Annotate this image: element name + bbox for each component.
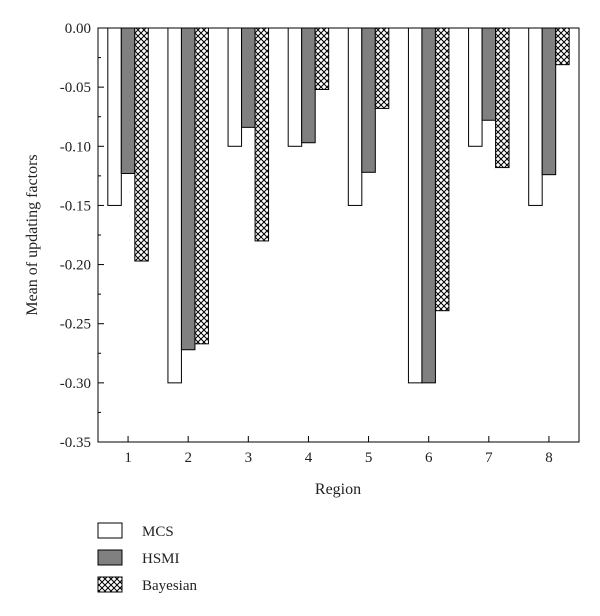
x-tick-label: 8 (545, 450, 553, 466)
bar-bayesian-region-3 (254, 27, 270, 242)
bar-mcs-region-5 (347, 27, 363, 206)
bar-bayesian-region-4 (314, 27, 330, 91)
legend-swatch-bayesian (97, 576, 123, 593)
bar-mcs-region-8 (528, 27, 543, 206)
bar-mcs-region-2 (167, 27, 182, 384)
legend-label-hsmi: HSMI (142, 551, 180, 567)
legend-label-bayesian: Bayesian (142, 578, 197, 594)
x-tick-label: 2 (184, 450, 192, 466)
bar-hsmi-region-4 (301, 27, 316, 144)
y-tick-label: 0.00 (65, 21, 91, 37)
y-tick-label: -0.10 (60, 139, 91, 155)
bar-hsmi-region-5 (361, 27, 376, 173)
legend: MCS HSMI Bayesian (97, 522, 197, 594)
x-axis: 1 2 3 4 5 6 7 8 (124, 436, 553, 466)
bar-hsmi-region-6 (421, 27, 436, 384)
bar-hsmi-region-8 (541, 27, 557, 176)
bar-hsmi-region-1 (120, 27, 136, 174)
bar-bayesian-region-8 (555, 27, 570, 66)
bar-mcs-region-6 (407, 27, 423, 384)
y-tick-label: -0.30 (60, 376, 91, 392)
x-tick-label: 3 (245, 450, 253, 466)
x-tick-label: 5 (365, 450, 373, 466)
bar-bayesian-region-6 (434, 27, 450, 312)
bar-hsmi-region-7 (481, 27, 497, 121)
y-tick-label: -0.20 (60, 258, 91, 274)
y-tick-label: -0.05 (60, 80, 91, 96)
bar-bayesian-region-5 (374, 27, 390, 109)
x-tick-label: 7 (485, 450, 493, 466)
y-tick-label: -0.25 (60, 317, 91, 333)
y-axis: 0.00 -0.05 -0.10 -0.15 -0.20 -0.25 -0.30 -0.35 (60, 21, 104, 451)
y-tick-label: -0.15 (60, 198, 91, 214)
bar-mcs-region-1 (107, 27, 122, 206)
bar-bayesian-region-2 (194, 27, 209, 345)
bar-bayesian-region-1 (134, 27, 149, 262)
y-axis-title: Mean of updating factors (24, 154, 41, 315)
y-tick-label: -0.35 (60, 435, 91, 451)
bar-mcs-region-4 (287, 27, 303, 147)
bar-bayesian-region-7 (495, 27, 510, 169)
legend-swatch-mcs (97, 522, 123, 539)
legend-swatch-hsmi (97, 549, 123, 566)
x-tick-label: 1 (124, 450, 132, 466)
bar-mcs-region-7 (468, 27, 483, 147)
bar-hsmi-region-3 (241, 27, 256, 128)
x-tick-label: 6 (425, 450, 433, 466)
x-axis-title: Region (315, 481, 361, 498)
legend-label-mcs: MCS (142, 524, 174, 540)
bar-hsmi-region-2 (180, 27, 196, 351)
bar-mcs-region-3 (227, 27, 243, 147)
x-tick-label: 4 (305, 450, 313, 466)
bars-layer (107, 27, 570, 384)
